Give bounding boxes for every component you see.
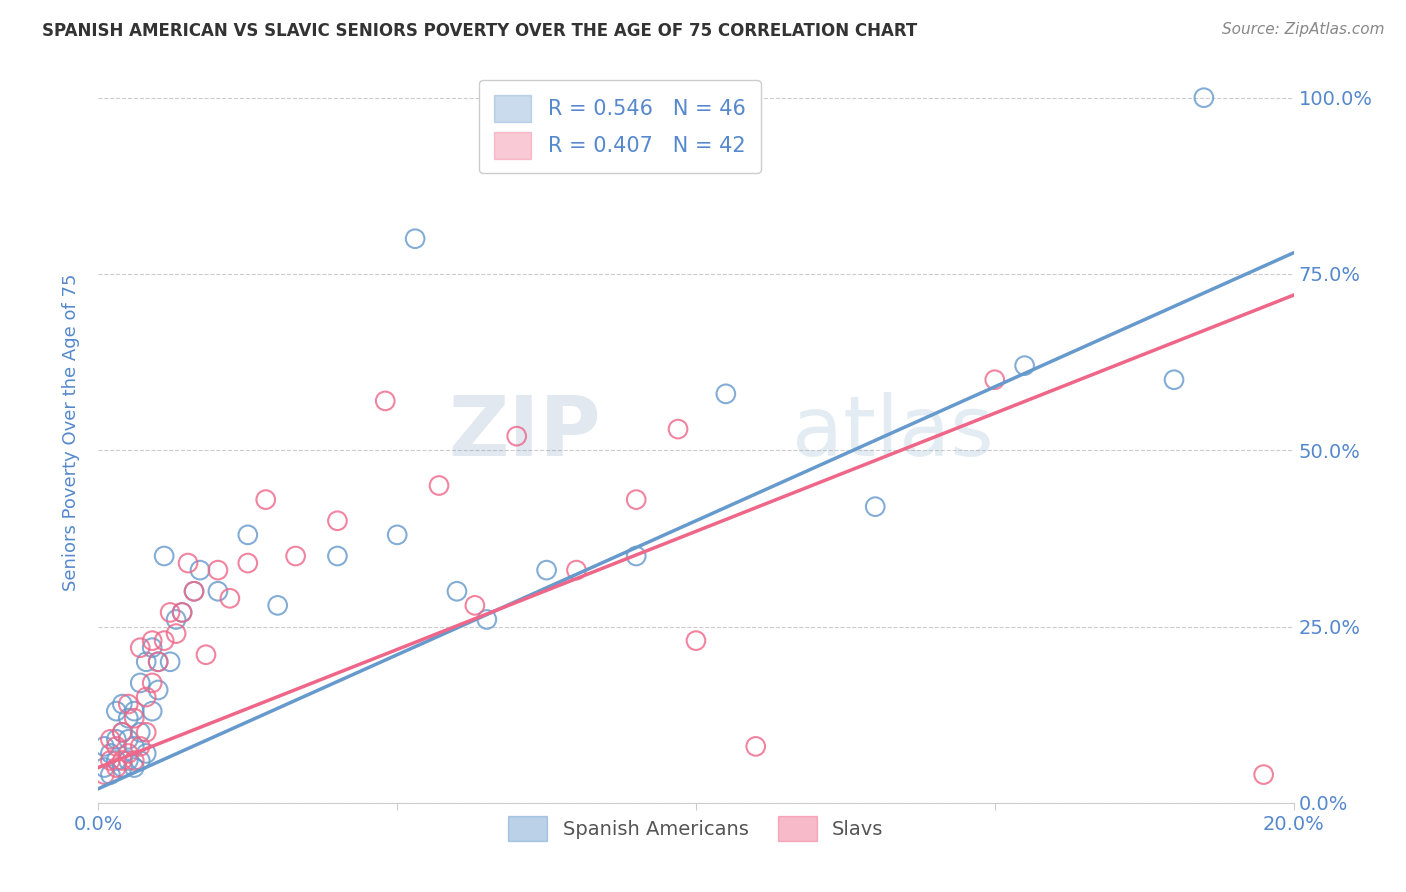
Point — [865, 500, 887, 514]
Point — [404, 232, 426, 246]
Point — [685, 633, 707, 648]
Text: Source: ZipAtlas.com: Source: ZipAtlas.com — [1222, 22, 1385, 37]
Point — [446, 584, 468, 599]
Point — [111, 725, 134, 739]
Point — [207, 563, 229, 577]
Point — [111, 725, 134, 739]
Point — [177, 556, 200, 570]
Point — [183, 584, 205, 599]
Point — [117, 754, 139, 768]
Point — [124, 704, 146, 718]
Point — [135, 690, 157, 704]
Point — [236, 556, 259, 570]
Point — [93, 767, 115, 781]
Point — [135, 725, 157, 739]
Point — [195, 648, 218, 662]
Point — [207, 584, 229, 599]
Point — [172, 606, 194, 620]
Point — [124, 739, 146, 754]
Point — [135, 655, 157, 669]
Point — [117, 732, 139, 747]
Point — [141, 633, 163, 648]
Point — [129, 754, 152, 768]
Point — [117, 747, 139, 761]
Point — [117, 711, 139, 725]
Text: atlas: atlas — [792, 392, 993, 473]
Point — [666, 422, 689, 436]
Point — [148, 655, 170, 669]
Point — [98, 754, 122, 768]
Text: ZIP: ZIP — [449, 392, 600, 473]
Point — [129, 640, 152, 655]
Point — [385, 528, 409, 542]
Point — [105, 739, 128, 754]
Point — [374, 393, 396, 408]
Point — [153, 633, 176, 648]
Point — [745, 739, 768, 754]
Point — [1163, 373, 1185, 387]
Point — [105, 732, 128, 747]
Point — [111, 754, 134, 768]
Point — [105, 760, 128, 774]
Point — [98, 767, 122, 781]
Point — [129, 676, 152, 690]
Point — [267, 599, 290, 613]
Point — [565, 563, 588, 577]
Point — [1014, 359, 1036, 373]
Point — [219, 591, 242, 606]
Point — [475, 612, 498, 626]
Point — [148, 683, 170, 698]
Legend: Spanish Americans, Slavs: Spanish Americans, Slavs — [501, 808, 891, 848]
Point — [427, 478, 450, 492]
Point — [536, 563, 558, 577]
Point — [506, 429, 529, 443]
Point — [153, 549, 176, 563]
Text: SPANISH AMERICAN VS SLAVIC SENIORS POVERTY OVER THE AGE OF 75 CORRELATION CHART: SPANISH AMERICAN VS SLAVIC SENIORS POVER… — [42, 22, 918, 40]
Point — [326, 549, 349, 563]
Point — [148, 655, 170, 669]
Point — [141, 676, 163, 690]
Point — [1192, 91, 1215, 105]
Point — [236, 528, 259, 542]
Point — [117, 697, 139, 711]
Point — [124, 754, 146, 768]
Point — [183, 584, 205, 599]
Point — [93, 739, 115, 754]
Point — [172, 606, 194, 620]
Point — [135, 747, 157, 761]
Point — [141, 704, 163, 718]
Point — [464, 599, 486, 613]
Point — [111, 760, 134, 774]
Point — [165, 612, 187, 626]
Point — [984, 373, 1007, 387]
Point — [626, 492, 648, 507]
Point — [129, 739, 152, 754]
Point — [284, 549, 307, 563]
Point — [111, 697, 134, 711]
Point — [1253, 767, 1275, 781]
Point — [326, 514, 349, 528]
Y-axis label: Seniors Poverty Over the Age of 75: Seniors Poverty Over the Age of 75 — [62, 274, 80, 591]
Point — [159, 606, 181, 620]
Point — [141, 640, 163, 655]
Point — [254, 492, 277, 507]
Point — [124, 760, 146, 774]
Point — [105, 704, 128, 718]
Point — [714, 387, 737, 401]
Point — [98, 747, 122, 761]
Point — [129, 725, 152, 739]
Point — [626, 549, 648, 563]
Point — [165, 626, 187, 640]
Point — [98, 732, 122, 747]
Point — [124, 711, 146, 725]
Point — [105, 754, 128, 768]
Point — [93, 760, 115, 774]
Point — [188, 563, 211, 577]
Point — [159, 655, 181, 669]
